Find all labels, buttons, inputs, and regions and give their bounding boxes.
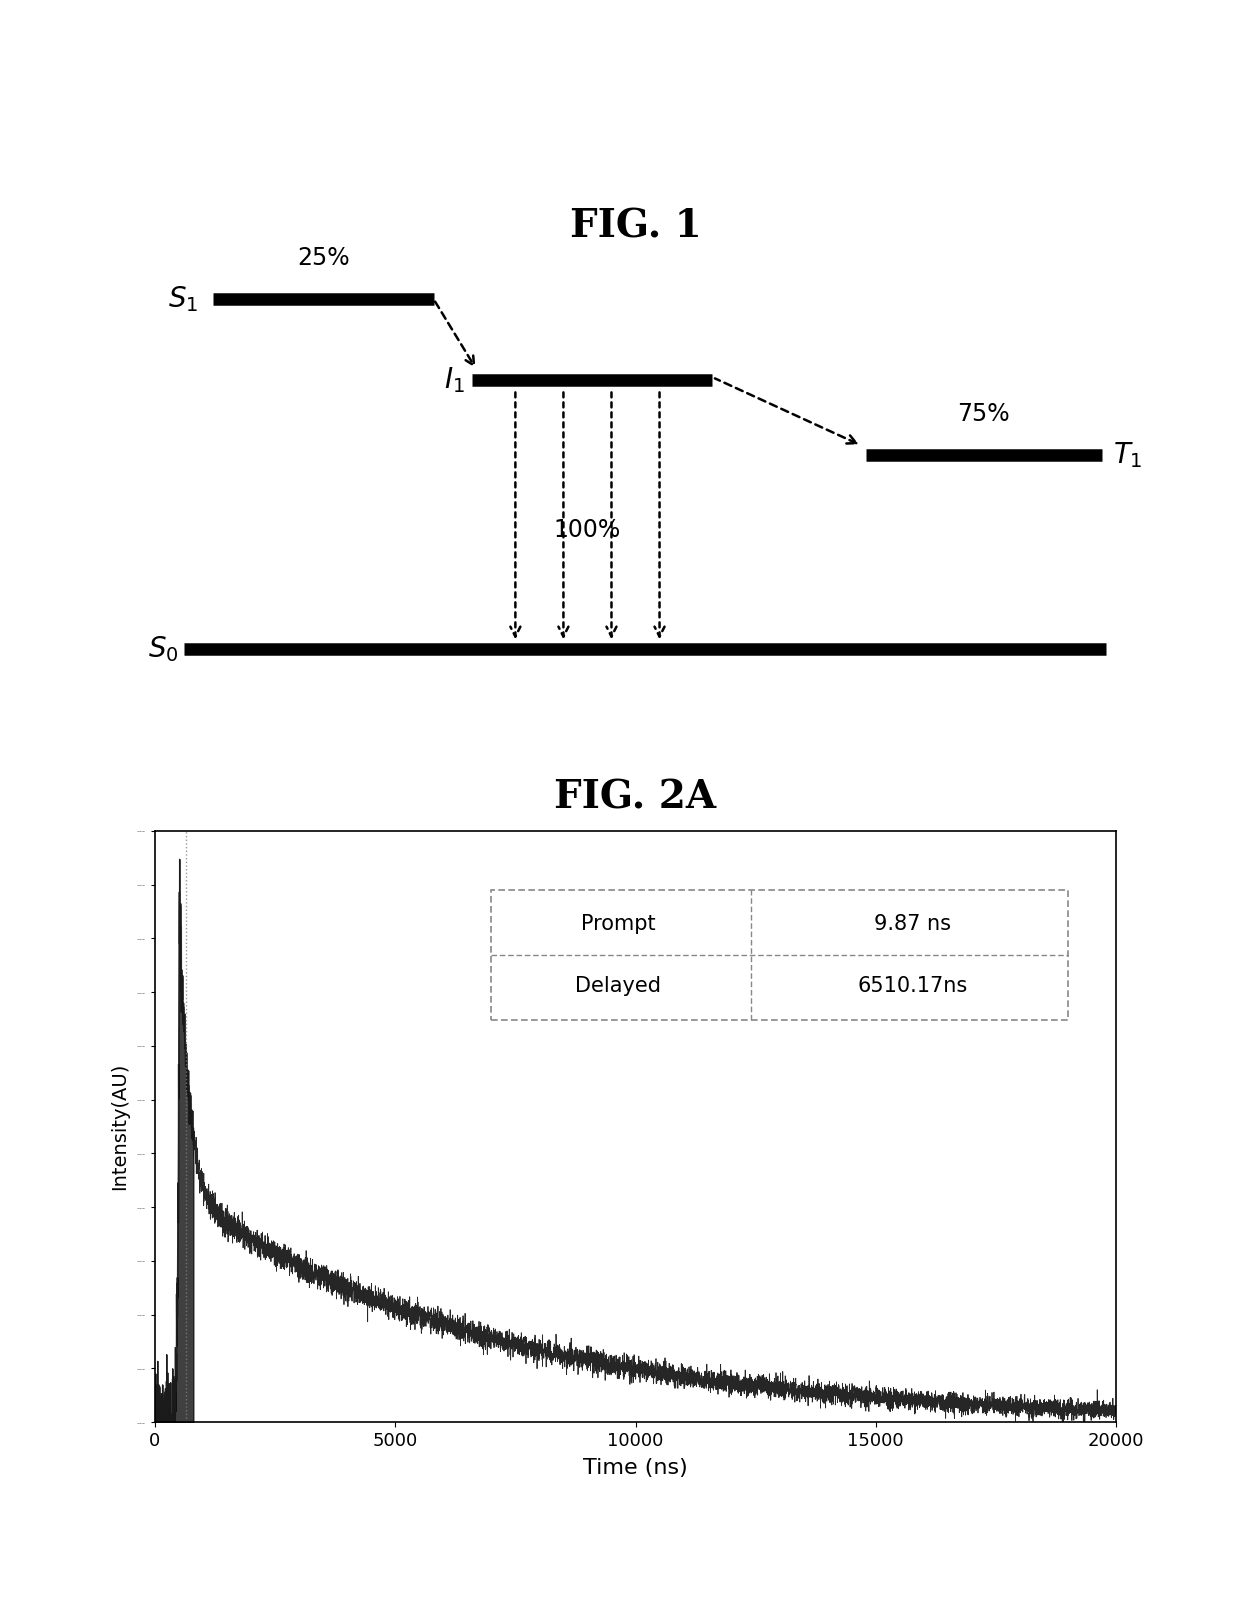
Title: FIG. 2A: FIG. 2A: [554, 778, 717, 817]
Text: Delayed: Delayed: [575, 976, 661, 996]
Bar: [495, 956, 1065, 1018]
Text: Prompt: Prompt: [580, 914, 656, 933]
Text: $S_0$: $S_0$: [149, 634, 179, 663]
FancyBboxPatch shape: [491, 890, 1068, 1020]
Text: 6510.17ns: 6510.17ns: [857, 976, 967, 996]
Text: $S_1$: $S_1$: [167, 284, 198, 315]
Text: FIG. 1: FIG. 1: [569, 208, 702, 246]
Text: 9.87 ns: 9.87 ns: [874, 914, 951, 933]
X-axis label: Time (ns): Time (ns): [583, 1459, 688, 1478]
Text: $I_1$: $I_1$: [444, 364, 465, 395]
Text: 100%: 100%: [554, 518, 621, 542]
Text: 75%: 75%: [957, 401, 1011, 425]
Y-axis label: Intensity(AU): Intensity(AU): [109, 1063, 129, 1191]
Text: $T_1$: $T_1$: [1114, 441, 1143, 470]
Text: 25%: 25%: [296, 246, 350, 270]
